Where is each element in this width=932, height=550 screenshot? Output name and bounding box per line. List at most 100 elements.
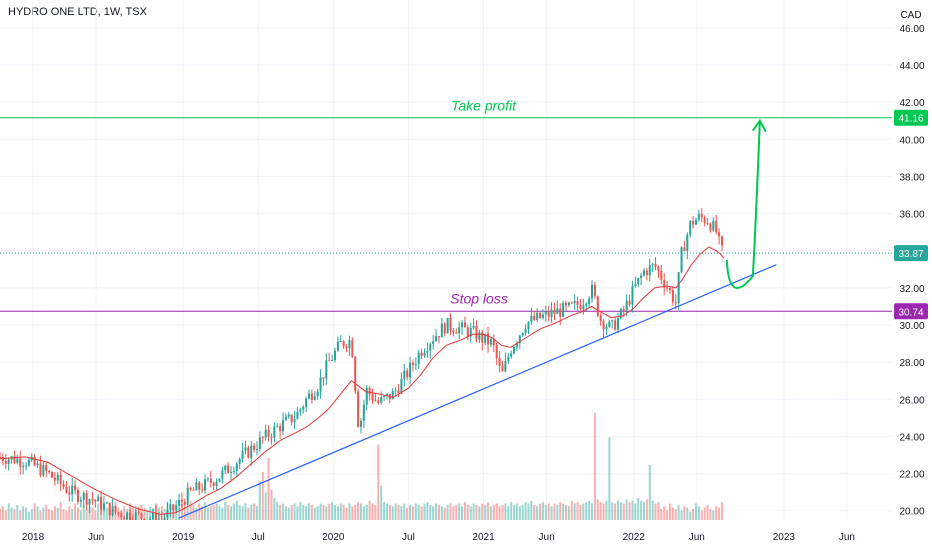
candle-body [562, 302, 565, 317]
volume-bar [374, 504, 377, 520]
x-tick-label: Jun [689, 532, 705, 543]
candle-body [97, 496, 100, 502]
volume-bar [290, 504, 293, 520]
candle-body [544, 311, 547, 315]
candle-body [593, 284, 596, 297]
volume-bar [4, 510, 7, 520]
candle-body [362, 404, 365, 421]
volume-bar [411, 506, 414, 520]
volume-bar [270, 489, 273, 520]
candle-body [663, 279, 666, 288]
candle-body [50, 472, 53, 478]
candle-body [513, 346, 516, 354]
volume-bar [608, 437, 611, 520]
support-trendline [178, 264, 777, 519]
y-tick-label: 42.00 [899, 98, 924, 109]
volume-bar [62, 509, 65, 520]
candle-body [172, 504, 175, 510]
volume-bar [143, 507, 146, 520]
candle-body [668, 288, 671, 291]
volume-bar [218, 506, 221, 520]
volume-bar [504, 503, 507, 520]
candle-body [319, 377, 322, 392]
volume-bar [449, 503, 452, 520]
y-tick-label: 40.00 [899, 135, 924, 146]
candle-body [553, 309, 556, 314]
candle-body [550, 309, 553, 317]
candle-body [232, 471, 235, 473]
candle-body [253, 445, 256, 450]
volume-bar [692, 509, 695, 520]
candle-body [264, 429, 267, 438]
volume-bar [377, 444, 380, 520]
volume-bar [302, 504, 305, 520]
volume-bar [310, 504, 313, 520]
candle-body [380, 397, 383, 403]
candle-body [287, 414, 290, 417]
x-tick-label: Jul [402, 532, 415, 543]
candle-body [651, 263, 654, 266]
candle-body [628, 300, 631, 305]
candle-body [36, 463, 39, 466]
candle-body [489, 339, 492, 345]
candle-body [406, 370, 409, 378]
volume-bar [622, 503, 625, 520]
candle-body [602, 320, 605, 330]
volume-bar [351, 506, 354, 520]
candle-body [443, 323, 446, 334]
candle-body [316, 391, 319, 397]
candle-body [22, 465, 25, 467]
candle-body [524, 329, 527, 333]
candle-body [625, 300, 628, 311]
candle-body [504, 360, 507, 372]
volume-bar [45, 504, 48, 520]
volume-bar [250, 504, 253, 520]
candle-body [680, 247, 683, 273]
candle-body [359, 420, 362, 427]
candle-body [666, 287, 669, 289]
candle-body [487, 333, 490, 345]
volume-bar [1, 506, 4, 520]
candle-body [163, 517, 166, 520]
volume-bar [149, 506, 152, 520]
x-tick-label: 2020 [322, 532, 345, 543]
candle-body [377, 400, 380, 403]
candle-body [238, 459, 241, 464]
volume-bar [391, 506, 394, 520]
candle-body [345, 346, 348, 349]
candle-body [435, 336, 438, 342]
volume-bar [582, 503, 585, 520]
candle-body [446, 317, 449, 334]
volume-bar [619, 502, 622, 520]
volume-bar [524, 502, 527, 520]
volume-bar [700, 510, 703, 520]
volume-bar [484, 504, 487, 520]
volume-bar [466, 504, 469, 520]
ma-line [0, 246, 725, 515]
candle-body [409, 362, 412, 378]
candle-body [192, 489, 195, 491]
x-tick-label: Jun [88, 532, 104, 543]
volume-bar [718, 507, 721, 520]
candle-body [149, 519, 152, 521]
volume-bar [674, 509, 677, 520]
volume-bar [694, 503, 697, 520]
candle-body [270, 436, 273, 438]
volume-bar [495, 503, 498, 520]
volume-bar [605, 500, 608, 520]
candle-body [527, 321, 530, 330]
candle-body [198, 482, 201, 490]
volume-bar [241, 506, 244, 520]
candle-body [24, 465, 28, 467]
volume-bar [414, 503, 417, 520]
y-tick-label: 36.00 [899, 210, 924, 221]
volume-bar [446, 504, 449, 520]
candle-body [579, 305, 582, 310]
x-tick-label: 2018 [22, 532, 45, 543]
volume-bar [602, 503, 605, 520]
candle-body [13, 456, 16, 463]
volume-bar [533, 504, 536, 520]
candle-body [472, 325, 475, 328]
volume-bar [588, 500, 591, 520]
